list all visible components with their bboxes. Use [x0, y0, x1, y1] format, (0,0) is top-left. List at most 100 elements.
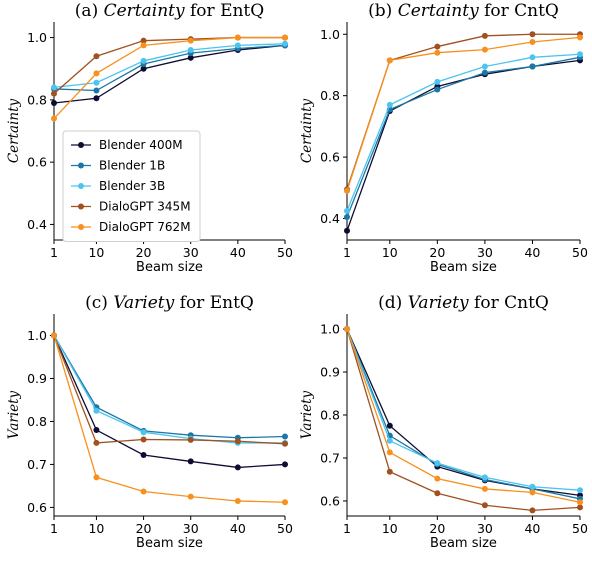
- data-point: [344, 227, 350, 234]
- data-point: [282, 34, 288, 41]
- data-point: [529, 54, 536, 61]
- data-point: [51, 99, 57, 106]
- title-task: EntQ: [210, 293, 254, 313]
- data-point: [187, 436, 194, 443]
- data-point: [529, 507, 536, 514]
- title-for: for: [469, 293, 504, 313]
- title-metric: Certainty: [104, 1, 185, 21]
- data-point: [140, 429, 147, 436]
- y-tick-label: 0.9: [27, 371, 47, 386]
- legend-marker: [78, 162, 84, 169]
- y-tick-label: 0.6: [27, 155, 47, 170]
- data-point: [140, 436, 147, 443]
- title-metric: Variety: [113, 293, 174, 313]
- title-prefix: (a): [75, 1, 104, 21]
- title-prefix: (c): [85, 293, 113, 313]
- series-line: [53, 43, 286, 89]
- series-line: [53, 36, 285, 95]
- data-point: [481, 502, 488, 509]
- x-tick-label: 50: [277, 521, 293, 536]
- series-line: [53, 44, 286, 92]
- title-task: CntQ: [504, 293, 549, 313]
- data-point: [434, 475, 441, 482]
- data-point: [529, 63, 536, 70]
- x-tick-label: 30: [183, 245, 199, 260]
- x-tick-label: 50: [277, 245, 293, 260]
- y-tick-label: 0.8: [320, 408, 340, 423]
- legend: Blender 400M Blender 1B Blender 3B DialoGPT…: [62, 130, 201, 242]
- series-blender-1b: [51, 332, 288, 441]
- legend-label: DialoGPT 345M: [99, 200, 191, 214]
- x-tick-label: 10: [88, 521, 104, 536]
- y-tick-label: 0.4: [320, 211, 340, 226]
- x-tick-label: 30: [477, 245, 493, 260]
- series-line: [346, 56, 581, 218]
- data-point: [481, 485, 488, 492]
- data-point: [234, 497, 241, 504]
- legend-label: DialoGPT 762M: [99, 220, 191, 234]
- data-point: [140, 65, 147, 72]
- title-task: CntQ: [514, 1, 559, 21]
- data-point: [434, 490, 441, 497]
- x-tick-label: 20: [429, 245, 445, 260]
- x-axis-label: Beam size: [136, 260, 203, 275]
- data-point: [529, 38, 536, 45]
- data-point: [577, 34, 583, 41]
- data-point: [529, 489, 536, 496]
- legend-label: Blender 400M: [99, 138, 183, 152]
- panel-4: (d) Variety for CntQ 1 10 20 30 40 50 0.6 0.7 0.8…: [299, 293, 588, 551]
- series-dialogpt-762m: [344, 34, 583, 194]
- x-tick-label: 40: [524, 521, 540, 536]
- x-axis-label: Beam size: [430, 536, 497, 551]
- panel-title: (c) Variety for EntQ: [85, 293, 254, 313]
- legend-marker: [78, 224, 84, 230]
- data-point: [344, 326, 350, 333]
- data-point: [386, 422, 393, 429]
- x-axis-label: Beam size: [136, 536, 203, 551]
- data-point: [51, 115, 57, 122]
- data-point: [386, 437, 393, 444]
- data-point: [386, 449, 393, 456]
- data-point: [187, 54, 194, 61]
- panel-1: (a) Certainty for EntQ 1 10 20 30 40 50 0.4 0.6 0…: [6, 1, 293, 275]
- title-task: EntQ: [220, 1, 264, 21]
- data-point: [481, 69, 488, 76]
- x-tick-label: 1: [50, 521, 58, 536]
- legend-box: [62, 130, 201, 242]
- x-tick-label: 1: [343, 245, 351, 260]
- data-point: [434, 86, 441, 93]
- panel-3: (c) Variety for EntQ 1 10 20 30 40 50 0.6 0.7 0.8…: [6, 293, 293, 551]
- x-tick-label: 40: [230, 245, 246, 260]
- panel-title: (d) Variety for CntQ: [378, 293, 549, 313]
- series-line: [346, 328, 581, 491]
- series-blender-400m: [51, 332, 288, 471]
- panel-2: (b) Certainty for CntQ 1 10 20 30 40 50 0.4 0.6 0…: [299, 1, 588, 275]
- data-point: [481, 46, 488, 53]
- data-point: [529, 31, 536, 38]
- series-dialogpt-762m: [51, 34, 288, 122]
- data-point: [93, 95, 100, 102]
- y-tick-label: 1.0: [320, 27, 340, 42]
- data-point: [93, 407, 100, 414]
- y-tick-label: 0.7: [320, 450, 340, 465]
- data-point: [481, 474, 488, 481]
- data-point: [481, 63, 488, 70]
- panel-title: (a) Certainty for EntQ: [75, 1, 264, 21]
- data-point: [51, 90, 57, 97]
- y-tick-label: 1.0: [27, 328, 47, 343]
- data-point: [434, 49, 441, 56]
- y-tick-label: 1.0: [320, 322, 340, 337]
- x-tick-label: 20: [429, 521, 445, 536]
- data-point: [282, 461, 288, 468]
- legend-marker: [78, 183, 84, 189]
- series-line: [53, 335, 286, 439]
- y-tick-label: 0.6: [27, 500, 47, 515]
- series-blender-1b: [344, 54, 583, 220]
- series-line: [346, 328, 581, 500]
- series-line: [53, 335, 285, 444]
- y-tick-label: 0.8: [27, 92, 47, 107]
- x-tick-label: 40: [524, 245, 540, 260]
- series-blender-3b: [344, 51, 583, 214]
- series-blender-3b: [51, 332, 288, 446]
